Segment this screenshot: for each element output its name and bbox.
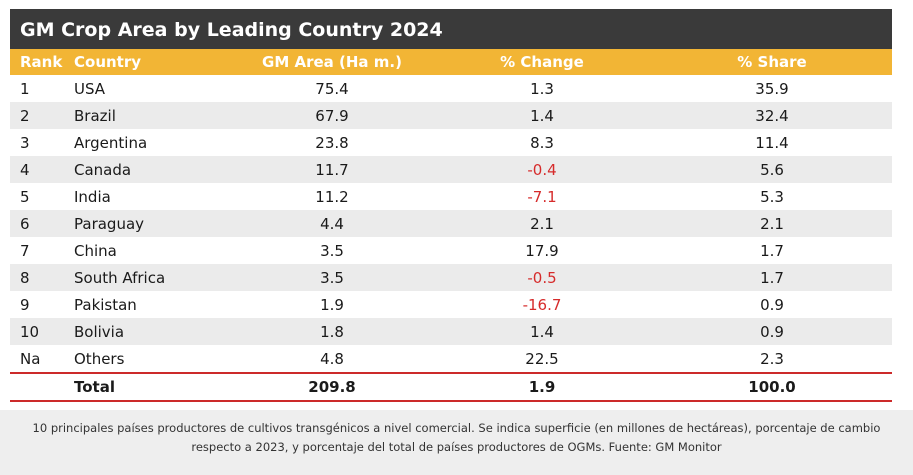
country-cell: Argentina [74, 133, 148, 152]
column-header-area: GM Area (Ha m.) [262, 53, 402, 71]
country-cell: India [74, 187, 111, 206]
country-cell: Bolivia [74, 322, 125, 341]
change-cell: 17.9 [525, 241, 559, 260]
table-container: GM Crop Area by Leading Country 2024 Ran… [10, 9, 892, 402]
total-row: Total 209.8 1.9 100.0 [10, 372, 892, 402]
change-cell: -0.4 [527, 160, 557, 179]
area-cell: 4.8 [320, 349, 344, 368]
country-cell: Pakistan [74, 295, 137, 314]
total-rank-cell [10, 372, 72, 402]
country-cell: USA [74, 79, 106, 98]
country-cell: South Africa [74, 268, 166, 287]
area-cell: 1.8 [320, 322, 344, 341]
area-cell: 3.5 [320, 268, 344, 287]
rank-cell: 7 [20, 241, 30, 260]
table-row: 5 India 11.2 -7.1 5.3 [10, 183, 892, 210]
area-cell: 11.2 [315, 187, 349, 206]
change-cell: -16.7 [522, 295, 562, 314]
area-cell: 4.4 [320, 214, 344, 233]
area-cell: 11.7 [315, 160, 349, 179]
table-row: 6 Paraguay 4.4 2.1 2.1 [10, 210, 892, 237]
area-cell: 23.8 [315, 133, 349, 152]
share-cell: 2.3 [760, 349, 784, 368]
column-header-country: Country [74, 53, 142, 71]
share-cell: 1.7 [760, 268, 784, 287]
total-area: 209.8 [232, 372, 432, 402]
rank-cell: 5 [20, 187, 30, 206]
rank-cell: 8 [20, 268, 30, 287]
rank-cell: 2 [20, 106, 30, 125]
share-cell: 0.9 [760, 322, 784, 341]
country-cell: Canada [74, 160, 132, 179]
share-cell: 35.9 [755, 79, 789, 98]
total-share: 100.0 [652, 372, 892, 402]
crop-area-table: Rank Country GM Area (Ha m.) % Change % … [10, 49, 892, 402]
table-body: 1 USA 75.4 1.3 35.9 2 Brazil 67.9 1.4 32.4 3 Argent… [10, 75, 892, 373]
table-row: 3 Argentina 23.8 8.3 11.4 [10, 129, 892, 156]
change-cell: -7.1 [527, 187, 557, 206]
change-cell: 1.4 [530, 106, 554, 125]
country-cell: China [74, 241, 117, 260]
country-cell: Paraguay [74, 214, 145, 233]
area-cell: 67.9 [315, 106, 349, 125]
header-row: Rank Country GM Area (Ha m.) % Change % … [10, 49, 892, 75]
column-header-change: % Change [500, 53, 584, 71]
country-cell: Brazil [74, 106, 116, 125]
area-cell: 3.5 [320, 241, 344, 260]
table-row: Na Others 4.8 22.5 2.3 [10, 345, 892, 373]
share-cell: 5.6 [760, 160, 784, 179]
table-row: 7 China 3.5 17.9 1.7 [10, 237, 892, 264]
rank-cell: 9 [20, 295, 30, 314]
caption-note: 10 principales países productores de cul… [0, 410, 913, 475]
country-cell: Others [74, 349, 125, 368]
total-label: Total [72, 372, 232, 402]
table-row: 10 Bolivia 1.8 1.4 0.9 [10, 318, 892, 345]
table-row: 9 Pakistan 1.9 -16.7 0.9 [10, 291, 892, 318]
share-cell: 32.4 [755, 106, 789, 125]
table-title: GM Crop Area by Leading Country 2024 [10, 9, 892, 49]
share-cell: 1.7 [760, 241, 784, 260]
rank-cell: 4 [20, 160, 30, 179]
rank-cell: Na [20, 349, 41, 368]
change-cell: 1.4 [530, 322, 554, 341]
table-row: 1 USA 75.4 1.3 35.9 [10, 75, 892, 102]
change-cell: 8.3 [530, 133, 554, 152]
share-cell: 2.1 [760, 214, 784, 233]
rank-cell: 1 [20, 79, 30, 98]
share-cell: 0.9 [760, 295, 784, 314]
total-change: 1.9 [432, 372, 652, 402]
table-row: 2 Brazil 67.9 1.4 32.4 [10, 102, 892, 129]
area-cell: 1.9 [320, 295, 344, 314]
change-cell: 2.1 [530, 214, 554, 233]
rank-cell: 10 [20, 322, 40, 341]
area-cell: 75.4 [315, 79, 349, 98]
change-cell: -0.5 [527, 268, 557, 287]
table-row: 4 Canada 11.7 -0.4 5.6 [10, 156, 892, 183]
change-cell: 22.5 [525, 349, 559, 368]
share-cell: 11.4 [755, 133, 789, 152]
column-header-share: % Share [737, 53, 807, 71]
rank-cell: 3 [20, 133, 30, 152]
column-header-rank: Rank [20, 53, 63, 71]
change-cell: 1.3 [530, 79, 554, 98]
rank-cell: 6 [20, 214, 30, 233]
table-row: 8 South Africa 3.5 -0.5 1.7 [10, 264, 892, 291]
share-cell: 5.3 [760, 187, 784, 206]
